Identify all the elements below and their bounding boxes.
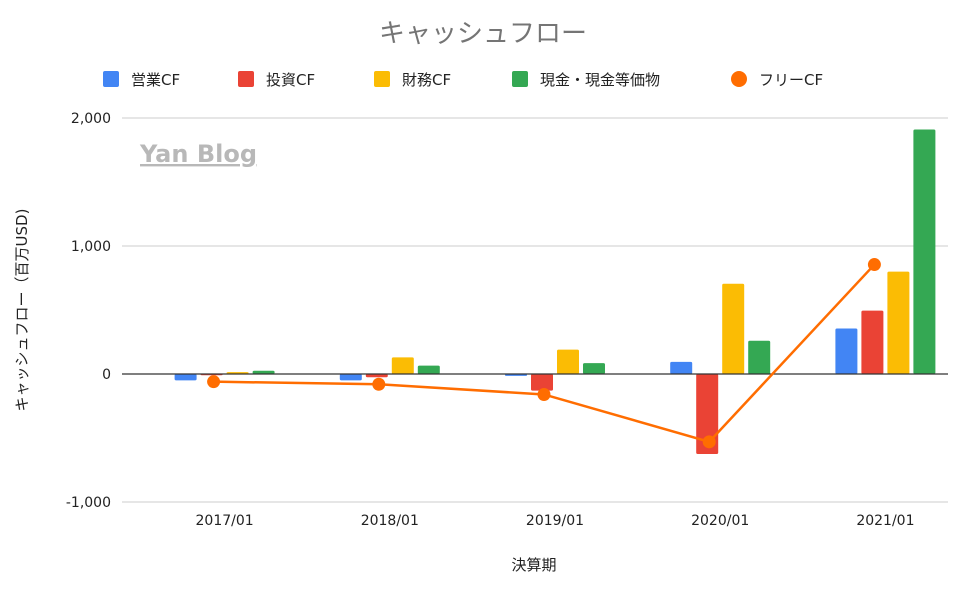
x-axis-ticks: 2017/01 2018/01 2019/01 2020/01 2021/01 [196, 513, 915, 529]
bar-series [174, 129, 936, 454]
free-cf-line [213, 263, 876, 444]
x-tick-label: 2017/01 [196, 513, 254, 529]
free-cf-point-2020-01 [702, 435, 716, 449]
x-axis-label: 決算期 [511, 556, 556, 574]
legend: 営業CF 投資CF 財務CF 現金・現金等価物 フリーCF [103, 71, 823, 89]
legend-label: フリーCF [759, 71, 823, 89]
bar-1-2018-01 [339, 374, 362, 381]
bar-4-2020-01 [748, 340, 771, 374]
y-tick-label: 2,000 [71, 111, 111, 127]
legend-label: 営業CF [131, 71, 180, 89]
bar-2-2021-01 [861, 310, 884, 374]
y-tick-label: 1,000 [71, 239, 111, 255]
legend-swatch [731, 71, 747, 87]
legend-swatch [374, 71, 390, 87]
bar-1-2017-01 [174, 374, 197, 381]
legend-label: 財務CF [402, 71, 451, 89]
bar-3-2021-01 [887, 271, 910, 374]
bar-2-2019-01 [531, 374, 553, 391]
bar-4-2021-01 [913, 129, 936, 374]
legend-swatch [512, 71, 528, 87]
chart-title: キャッシュフロー [379, 19, 587, 49]
y-axis-label: キャッシュフロー（百万USD) [13, 209, 31, 412]
bar-3-2018-01 [391, 357, 414, 374]
x-tick-label: 2019/01 [526, 513, 584, 529]
bar-4-2019-01 [583, 363, 605, 374]
y-tick-label: -1,000 [66, 495, 111, 511]
bar-4-2017-01 [252, 370, 275, 374]
x-tick-label: 2021/01 [856, 513, 914, 529]
y-tick-label: 0 [102, 367, 111, 383]
legend-label: 投資CF [266, 71, 315, 89]
line-series [207, 258, 881, 449]
legend-swatch [238, 71, 254, 87]
bar-3-2019-01 [557, 349, 579, 374]
free-cf-point-2018-01 [372, 377, 386, 391]
x-tick-label: 2020/01 [691, 513, 749, 529]
bar-2-2020-01 [696, 374, 719, 454]
gridlines [122, 117, 948, 503]
bar-2-2018-01 [365, 374, 388, 378]
bar-1-2020-01 [670, 361, 693, 374]
watermark: Yan Blog [139, 140, 257, 168]
bar-3-2020-01 [722, 283, 745, 374]
legend-swatch [103, 71, 119, 87]
y-axis-ticks: -1,000 0 1,000 2,000 [66, 111, 111, 511]
free-cf-point-2017-01 [207, 375, 221, 389]
x-tick-label: 2018/01 [361, 513, 419, 529]
legend-label: 現金・現金等価物 [540, 71, 660, 89]
free-cf-point-2019-01 [537, 387, 551, 401]
bar-4-2018-01 [417, 365, 440, 374]
bar-1-2021-01 [835, 328, 858, 374]
free-cf-point-2021-01 [867, 258, 881, 272]
